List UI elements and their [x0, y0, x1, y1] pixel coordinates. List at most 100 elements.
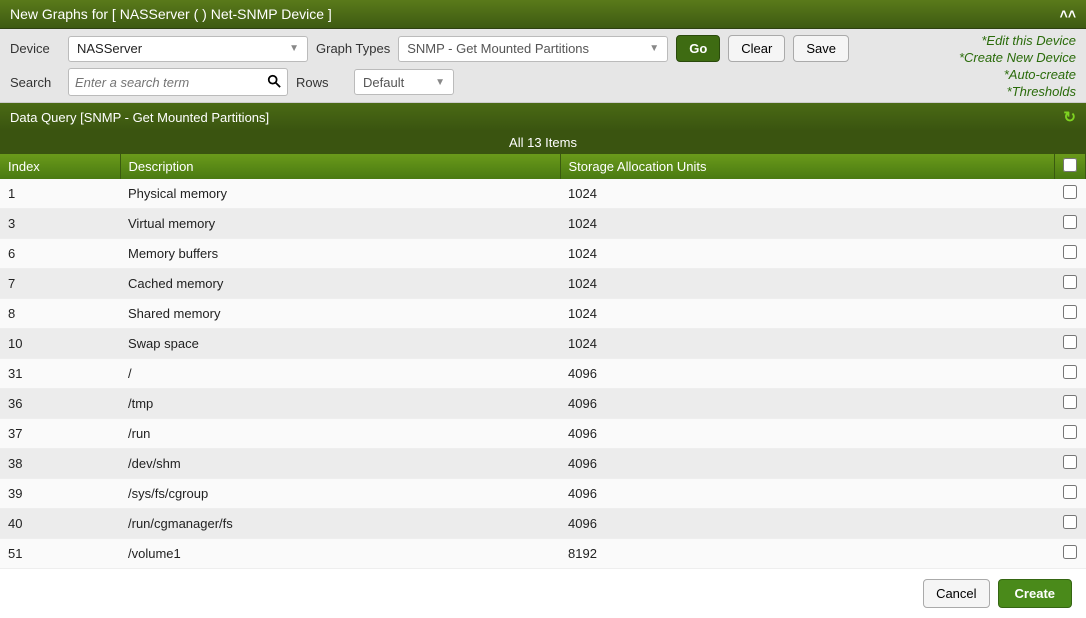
col-description-header[interactable]: Description [120, 154, 560, 179]
col-units-header[interactable]: Storage Allocation Units [560, 154, 1055, 179]
table-row[interactable]: 40/run/cgmanager/fs4096 [0, 509, 1086, 539]
cell-units: 4096 [560, 509, 1055, 539]
cell-units: 4096 [560, 419, 1055, 449]
cell-index: 7 [0, 269, 120, 299]
cancel-button[interactable]: Cancel [923, 579, 989, 608]
row-checkbox[interactable] [1063, 515, 1077, 529]
cell-index: 6 [0, 239, 120, 269]
row-checkbox[interactable] [1063, 425, 1077, 439]
cell-checkbox [1055, 179, 1086, 209]
create-button[interactable]: Create [998, 579, 1072, 608]
row-checkbox[interactable] [1063, 215, 1077, 229]
save-button[interactable]: Save [793, 35, 849, 62]
col-select-all [1055, 154, 1086, 179]
row-checkbox[interactable] [1063, 305, 1077, 319]
toolbar: Device NASServer ▼ Graph Types SNMP - Ge… [0, 29, 1086, 103]
col-index-header[interactable]: Index [0, 154, 120, 179]
page-header: New Graphs for [ NASServer ( ) Net-SNMP … [0, 0, 1086, 29]
cell-checkbox [1055, 539, 1086, 569]
page-title: New Graphs for [ NASServer ( ) Net-SNMP … [10, 6, 332, 22]
row-checkbox[interactable] [1063, 395, 1077, 409]
table-row[interactable]: 38/dev/shm4096 [0, 449, 1086, 479]
table-row[interactable]: 37/run4096 [0, 419, 1086, 449]
cell-checkbox [1055, 209, 1086, 239]
cell-index: 36 [0, 389, 120, 419]
device-label: Device [10, 41, 60, 56]
collapse-icon[interactable]: ˄˄ [1060, 6, 1076, 22]
graph-types-label: Graph Types [316, 41, 390, 56]
cell-description: /run/cgmanager/fs [120, 509, 560, 539]
cell-index: 8 [0, 299, 120, 329]
cell-description: /sys/fs/cgroup [120, 479, 560, 509]
row-checkbox[interactable] [1063, 335, 1077, 349]
rows-dropdown[interactable]: Default ▼ [354, 69, 454, 95]
cell-checkbox [1055, 449, 1086, 479]
cell-description: Swap space [120, 329, 560, 359]
search-input[interactable] [75, 75, 267, 90]
cell-description: /dev/shm [120, 449, 560, 479]
cell-units: 4096 [560, 389, 1055, 419]
table-row[interactable]: 1Physical memory1024 [0, 179, 1086, 209]
items-count: All 13 Items [0, 131, 1086, 154]
toolbar-left: Device NASServer ▼ Graph Types SNMP - Ge… [10, 35, 849, 96]
cell-description: Virtual memory [120, 209, 560, 239]
refresh-icon[interactable]: ↻ [1063, 108, 1076, 126]
graph-types-value: SNMP - Get Mounted Partitions [407, 41, 589, 56]
search-icon[interactable] [267, 74, 281, 91]
cell-index: 40 [0, 509, 120, 539]
table-row[interactable]: 10Swap space1024 [0, 329, 1086, 359]
auto-create-link[interactable]: Auto-create [959, 67, 1076, 84]
row-checkbox[interactable] [1063, 545, 1077, 559]
cell-description: /run [120, 419, 560, 449]
cell-units: 1024 [560, 239, 1055, 269]
create-device-link[interactable]: Create New Device [959, 50, 1076, 67]
cell-description: /tmp [120, 389, 560, 419]
chevron-down-icon: ▼ [649, 43, 659, 54]
row-checkbox[interactable] [1063, 275, 1077, 289]
cell-description: Shared memory [120, 299, 560, 329]
table-row[interactable]: 31/4096 [0, 359, 1086, 389]
clear-button[interactable]: Clear [728, 35, 785, 62]
table-row[interactable]: 51/volume18192 [0, 539, 1086, 569]
chevron-down-icon: ▼ [435, 77, 445, 88]
table-row[interactable]: 8Shared memory1024 [0, 299, 1086, 329]
edit-device-link[interactable]: Edit this Device [959, 33, 1076, 50]
table-row[interactable]: 7Cached memory1024 [0, 269, 1086, 299]
rows-dropdown-value: Default [363, 75, 404, 90]
row-checkbox[interactable] [1063, 245, 1077, 259]
cell-index: 39 [0, 479, 120, 509]
table-row[interactable]: 3Virtual memory1024 [0, 209, 1086, 239]
row-checkbox[interactable] [1063, 485, 1077, 499]
table-row[interactable]: 39/sys/fs/cgroup4096 [0, 479, 1086, 509]
row-checkbox[interactable] [1063, 365, 1077, 379]
table-row[interactable]: 36/tmp4096 [0, 389, 1086, 419]
device-dropdown[interactable]: NASServer ▼ [68, 36, 308, 62]
cell-checkbox [1055, 239, 1086, 269]
footer-actions: Cancel Create [0, 569, 1086, 618]
select-all-checkbox[interactable] [1063, 158, 1077, 172]
thresholds-link[interactable]: Thresholds [959, 84, 1076, 101]
cell-checkbox [1055, 419, 1086, 449]
go-button[interactable]: Go [676, 35, 720, 62]
cell-checkbox [1055, 389, 1086, 419]
cell-checkbox [1055, 269, 1086, 299]
data-table: Index Description Storage Allocation Uni… [0, 154, 1086, 569]
cell-units: 4096 [560, 479, 1055, 509]
search-label: Search [10, 75, 60, 90]
table-row[interactable]: 6Memory buffers1024 [0, 239, 1086, 269]
row-checkbox[interactable] [1063, 185, 1077, 199]
cell-index: 38 [0, 449, 120, 479]
cell-description: Memory buffers [120, 239, 560, 269]
table-header-row: Index Description Storage Allocation Uni… [0, 154, 1086, 179]
cell-description: / [120, 359, 560, 389]
data-query-title: Data Query [SNMP - Get Mounted Partition… [10, 110, 269, 125]
cell-checkbox [1055, 359, 1086, 389]
device-dropdown-value: NASServer [77, 41, 142, 56]
row-checkbox[interactable] [1063, 455, 1077, 469]
cell-index: 31 [0, 359, 120, 389]
toolbar-row-2: Search Rows Default ▼ [10, 68, 849, 96]
cell-units: 8192 [560, 539, 1055, 569]
cell-index: 37 [0, 419, 120, 449]
graph-types-dropdown[interactable]: SNMP - Get Mounted Partitions ▼ [398, 36, 668, 62]
cell-description: /volume1 [120, 539, 560, 569]
